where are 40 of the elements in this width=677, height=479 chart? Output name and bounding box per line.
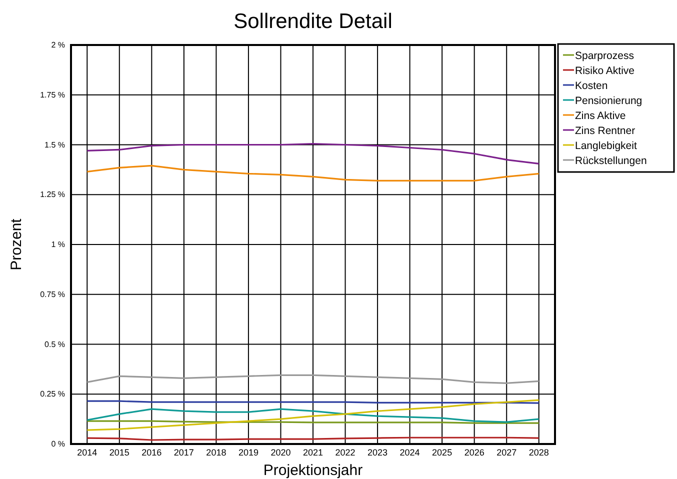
line-series: [86, 374, 540, 384]
x-tick-label: 2028: [528, 447, 549, 458]
y-tick-label: 1 %: [51, 240, 65, 250]
y-axis-title: Prozent: [8, 218, 25, 270]
legend-label: Kosten: [575, 80, 608, 92]
x-tick-label: 2026: [464, 447, 484, 458]
y-tick-label: 2 %: [51, 40, 65, 50]
legend-label: Sparprozess: [575, 50, 634, 62]
x-tick-label: 2023: [368, 447, 388, 458]
y-tick-label: 0.25 %: [40, 390, 65, 399]
x-tick-label: 2021: [302, 447, 324, 458]
y-tick-label: 1.75 %: [40, 90, 65, 100]
legend-label: Zins Rentner: [575, 125, 636, 137]
x-tick-label: 2016: [142, 447, 162, 458]
x-tick-label: 2015: [109, 447, 130, 458]
x-tick-label: 2017: [174, 447, 194, 458]
legend-label: Langlebigkeit: [575, 140, 637, 152]
y-tick-label: 0.5 %: [44, 340, 65, 349]
x-tick-label: 2014: [77, 447, 98, 458]
y-tick-label: 1.5 %: [44, 140, 65, 150]
x-axis-title: Projektionsjahr: [263, 462, 363, 479]
line-series: [86, 142, 540, 165]
x-tick-label: 2024: [400, 447, 420, 458]
y-tick-label: 0 %: [51, 440, 65, 449]
chart-title: Sollrendite Detail: [234, 10, 392, 33]
x-tick-label: 2025: [432, 447, 452, 458]
legend-label: Pensionierung: [575, 95, 642, 107]
legend-label: Zins Aktive: [575, 110, 626, 122]
line-series: [86, 399, 540, 431]
line-series: [86, 408, 540, 423]
x-tick-label: 2027: [496, 447, 517, 458]
legend-label: Rückstellungen: [575, 155, 647, 167]
x-tick-label: 2020: [270, 447, 291, 458]
y-tick-label: 1.25 %: [40, 190, 65, 200]
line-series: [86, 164, 540, 182]
x-tick-label: 2019: [238, 447, 258, 458]
y-tick-label: 0.75 %: [40, 290, 65, 299]
x-tick-label: 2018: [206, 447, 226, 458]
x-tick-label: 2022: [335, 447, 356, 458]
legend-label: Risiko Aktive: [575, 65, 635, 77]
